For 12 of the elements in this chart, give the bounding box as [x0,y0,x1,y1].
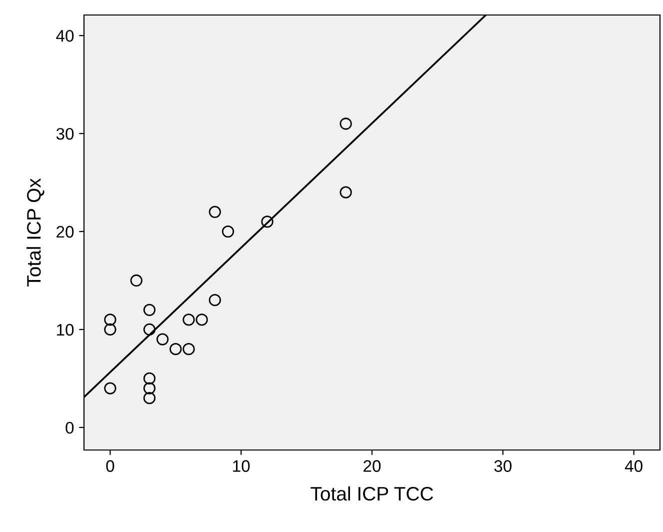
x-axis-title: Total ICP TCC [310,486,434,501]
y-tick-label: 30 [56,128,74,140]
x-tick-label: 20 [364,460,381,472]
y-tick-label: 0 [66,422,74,434]
y-tick-label: 40 [56,30,74,42]
y-tick-label: 20 [56,226,74,238]
x-tick-label: 40 [624,460,642,472]
y-axis-title: Total ICP Qx [26,178,44,286]
y-tick-label: 10 [57,324,74,336]
x-tick-label: 0 [106,460,114,472]
x-tick-label: 30 [494,460,512,472]
x-tick-label: 10 [233,460,250,472]
